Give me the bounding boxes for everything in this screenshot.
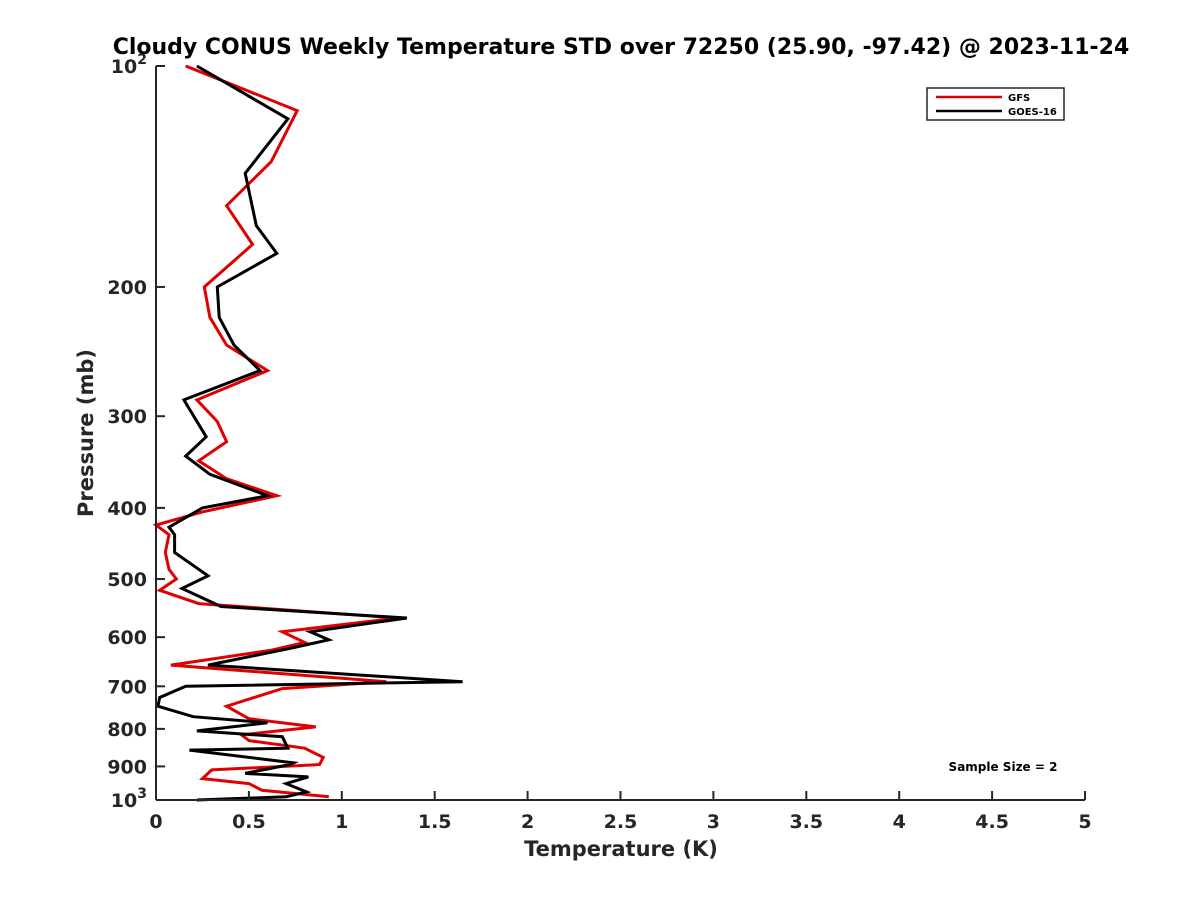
x-tick-label: 0 bbox=[149, 811, 162, 833]
x-tick-label: 0.5 bbox=[232, 811, 266, 833]
series-line-goes16 bbox=[156, 64, 463, 802]
legend-label-goes16: GOES-16 bbox=[1008, 107, 1057, 118]
y-axis-ticks: 102 200 300 400 500 600 700 800 900 103 bbox=[107, 52, 165, 812]
x-tick-label: 2 bbox=[521, 811, 534, 833]
legend: GFS GOES-16 bbox=[926, 87, 1065, 121]
x-tick-label: 3.5 bbox=[789, 811, 823, 833]
axis-frame bbox=[156, 66, 1085, 800]
y-tick-label: 500 bbox=[107, 569, 147, 591]
y-tick-label: 300 bbox=[107, 406, 147, 428]
y-tick-label: 900 bbox=[107, 756, 147, 778]
x-tick-label: 4 bbox=[893, 811, 906, 833]
legend-label-gfs: GFS bbox=[1008, 93, 1030, 104]
x-axis-ticks: 0 0.5 1 1.5 2 2.5 3 3.5 4 4.5 5 bbox=[149, 791, 1092, 833]
x-tick-label: 3 bbox=[707, 811, 720, 833]
y-tick-label: 200 bbox=[107, 277, 147, 299]
legend-box bbox=[926, 87, 1065, 121]
y-tick-label: 600 bbox=[107, 627, 147, 649]
y-tick-label: 400 bbox=[107, 498, 147, 520]
y-axis-label: Pressure (mb) bbox=[74, 349, 98, 517]
sample-size-annotation: Sample Size = 2 bbox=[949, 760, 1058, 774]
y-tick-label: 700 bbox=[107, 676, 147, 698]
plot-area: 0 0.5 1 1.5 2 2.5 3 3.5 4 4.5 5 102 200 300 400 500 600… bbox=[107, 52, 1091, 833]
y-tick-label: 102 bbox=[111, 52, 147, 78]
series-layer bbox=[152, 64, 463, 802]
y-tick-label: 103 bbox=[111, 786, 147, 812]
chart-title: Cloudy CONUS Weekly Temperature STD over… bbox=[113, 35, 1130, 60]
x-tick-label: 1 bbox=[335, 811, 348, 833]
x-tick-label: 2.5 bbox=[604, 811, 638, 833]
x-tick-label: 4.5 bbox=[975, 811, 1009, 833]
x-tick-label: 1.5 bbox=[418, 811, 452, 833]
y-tick-label: 800 bbox=[107, 719, 147, 741]
x-tick-label: 5 bbox=[1078, 811, 1091, 833]
x-axis-label: Temperature (K) bbox=[524, 837, 718, 861]
series-line-gfs bbox=[152, 64, 398, 799]
